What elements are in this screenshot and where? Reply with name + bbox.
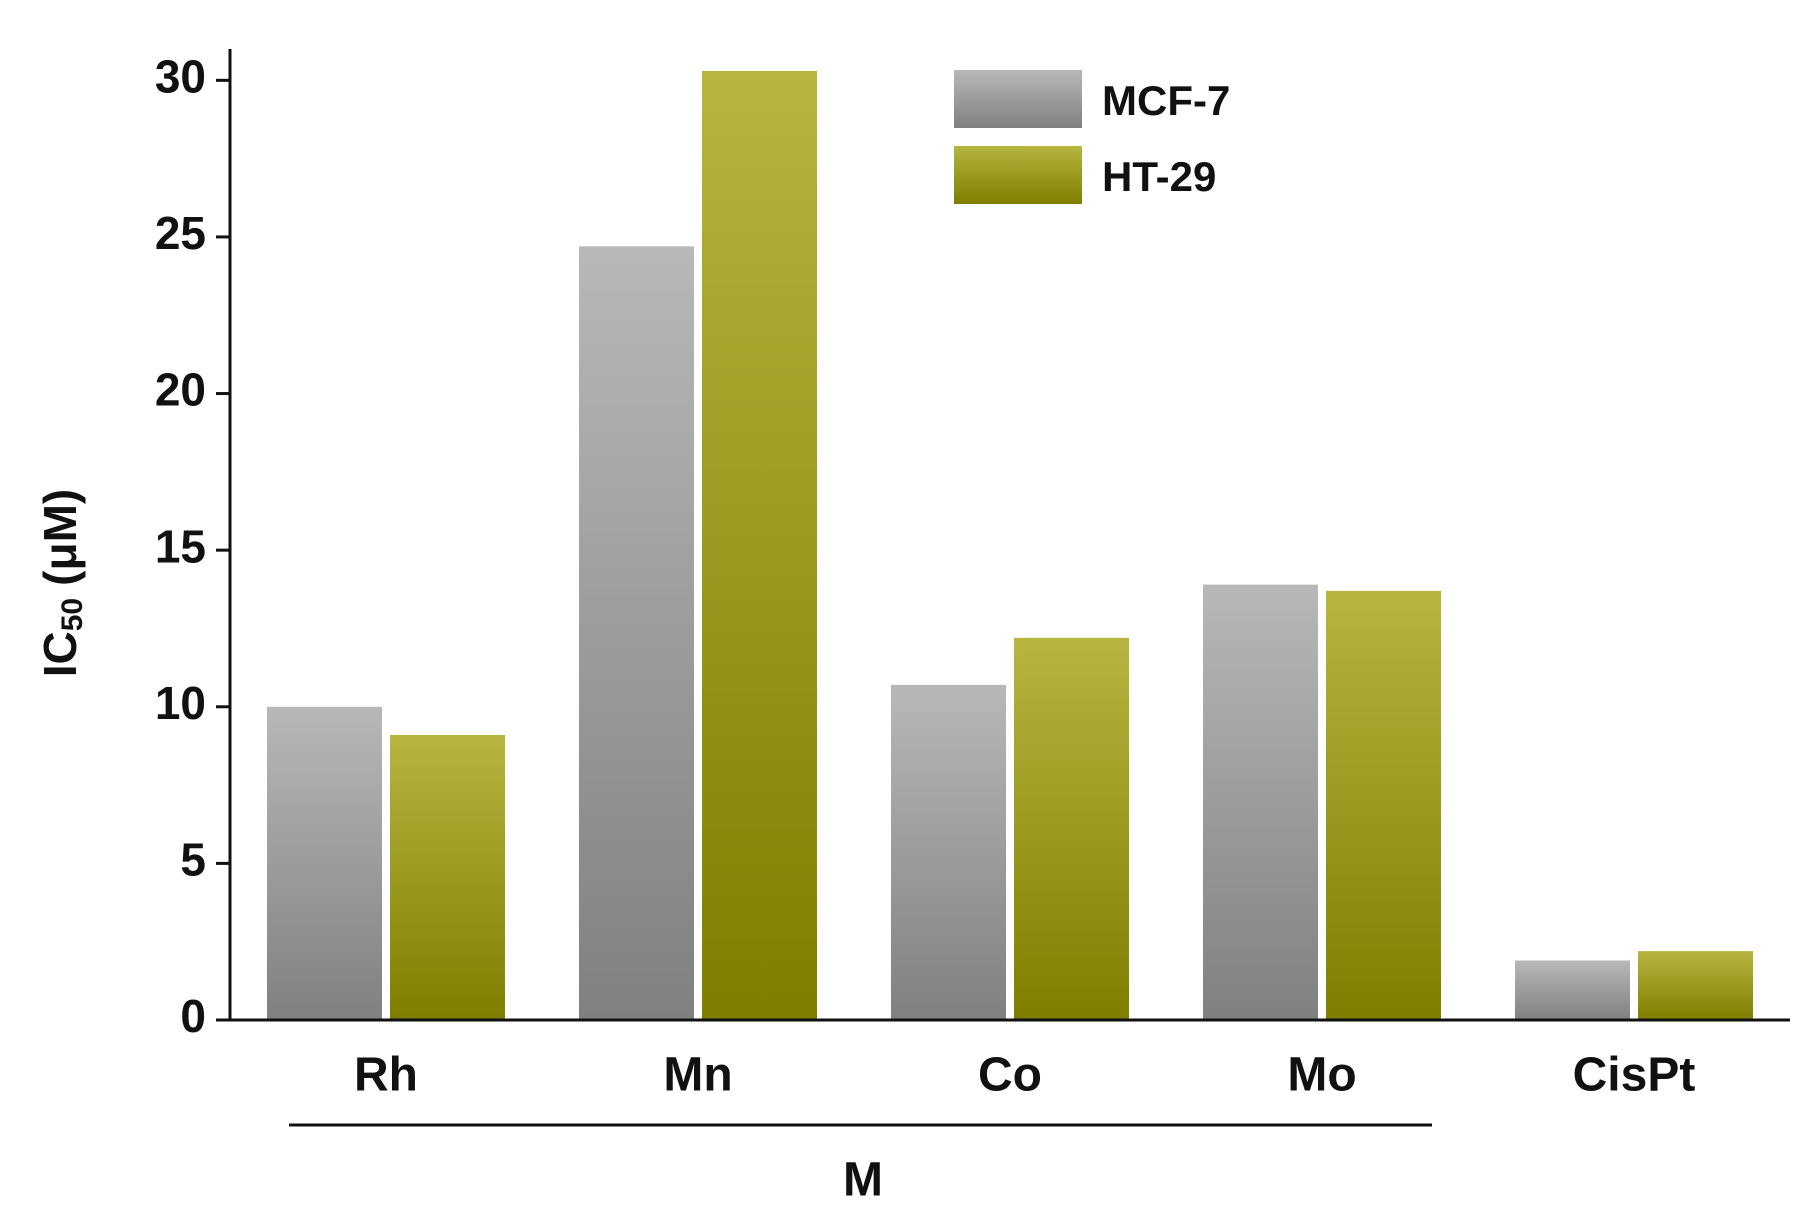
bar: [579, 246, 694, 1020]
y-tick-label: 15: [155, 520, 206, 572]
group-label: M: [843, 1154, 883, 1207]
x-tick-label: Mo: [1287, 1049, 1356, 1102]
bar: [390, 734, 505, 1020]
legend-swatch: [954, 146, 1082, 204]
y-tick-label: 25: [155, 207, 206, 259]
y-axis-label: IC50 (μM): [34, 489, 89, 677]
y-tick-label: 30: [155, 50, 206, 102]
legend-swatch: [954, 70, 1082, 128]
y-label-unit: (μM): [34, 489, 86, 586]
y-tick-label: 0: [180, 990, 206, 1042]
y-tick-label: 5: [180, 834, 206, 886]
y-label-main: IC: [34, 631, 86, 677]
legend-label: MCF-7: [1102, 77, 1230, 124]
bar: [891, 684, 1006, 1020]
bar: [1515, 960, 1630, 1020]
x-tick-label: CisPt: [1573, 1049, 1696, 1102]
y-tick-label: 10: [155, 677, 206, 729]
bar: [1014, 637, 1129, 1020]
y-label-sub: 50: [56, 598, 89, 631]
bar: [267, 706, 382, 1020]
x-tick-label: Mn: [663, 1049, 732, 1102]
bar: [1203, 584, 1318, 1020]
legend-label: HT-29: [1102, 153, 1216, 200]
bar: [702, 70, 817, 1021]
x-tick-label: Co: [978, 1049, 1042, 1102]
bar: [1326, 590, 1441, 1020]
y-tick-label: 20: [155, 364, 206, 416]
bar: [1638, 951, 1753, 1020]
x-tick-label: Rh: [354, 1049, 418, 1102]
